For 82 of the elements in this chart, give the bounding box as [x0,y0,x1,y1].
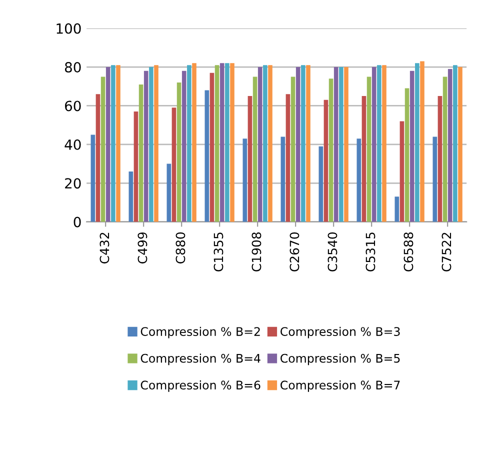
legend-label: Compression % B=6 [140,380,260,392]
bar [377,65,382,222]
bar [242,138,248,222]
y-tick-label: 40 [64,139,81,150]
bar [301,65,306,222]
x-tick-label: C3540 [328,232,338,272]
bar [286,94,290,222]
legend-label: Compression % B=2 [140,326,260,338]
legend-label: Compression % B=5 [280,354,400,366]
bar [318,146,324,222]
bar [400,121,404,222]
bar [204,90,210,222]
bar [210,72,214,222]
bar [448,68,452,222]
x-tick-label: C1908 [252,232,262,272]
legend-label: Compression % B=7 [280,380,400,392]
bar [128,172,134,222]
bar [192,63,196,222]
bar [453,65,458,222]
bar [258,67,262,222]
y-tick-label: 20 [65,178,81,189]
x-tick-label: C432 [100,232,110,264]
bar [176,82,182,222]
bar [106,67,110,222]
y-tick-label: 100 [56,23,81,34]
bar [290,76,296,222]
bar [116,65,120,222]
bar [138,84,144,222]
bar [382,65,386,222]
bar [410,70,414,222]
y-tick-label: 0 [74,216,81,228]
x-tick-label: C5315 [366,232,376,272]
x-tick-label: C880 [176,232,186,264]
y-tick-label: 60 [65,100,81,112]
legend-label: Compression % B=4 [140,354,260,366]
bar [362,96,366,222]
bar [280,136,286,222]
bar [144,70,148,222]
bar [432,136,438,222]
bar [225,63,230,222]
x-tick-label: C6588 [404,232,414,272]
bar [182,70,186,222]
bar [172,108,176,222]
bar [187,65,192,222]
bar [344,67,348,222]
bar [252,76,258,222]
bar [366,76,372,222]
bar [306,65,310,222]
bar [134,112,138,222]
bar [420,61,424,222]
bar [90,134,96,222]
bar [111,65,116,222]
bar [442,76,448,222]
bar [149,67,154,222]
bar [334,67,338,222]
bar [372,67,376,222]
bar [328,78,334,222]
x-tick-label: C1355 [214,232,224,272]
x-tick-label: C2670 [290,232,300,272]
bar [404,88,410,222]
bar [438,96,442,222]
bar [100,76,106,222]
bar [356,138,362,222]
bar [248,96,252,222]
bar [230,63,234,222]
bar [339,67,344,222]
bar [458,67,462,222]
bar [220,63,224,222]
bar [96,94,100,222]
x-tick-label: C499 [138,232,148,264]
y-tick-label: 80 [64,62,81,72]
bar [415,63,420,222]
bar [154,65,158,222]
bar [166,164,172,222]
bar [324,100,328,222]
bar [263,65,268,222]
bar [268,65,272,222]
bar [214,65,220,222]
bar [394,196,400,222]
x-tick-label: C7522 [442,232,452,272]
legend-label: Compression % B=3 [280,326,400,338]
bar [296,67,300,222]
